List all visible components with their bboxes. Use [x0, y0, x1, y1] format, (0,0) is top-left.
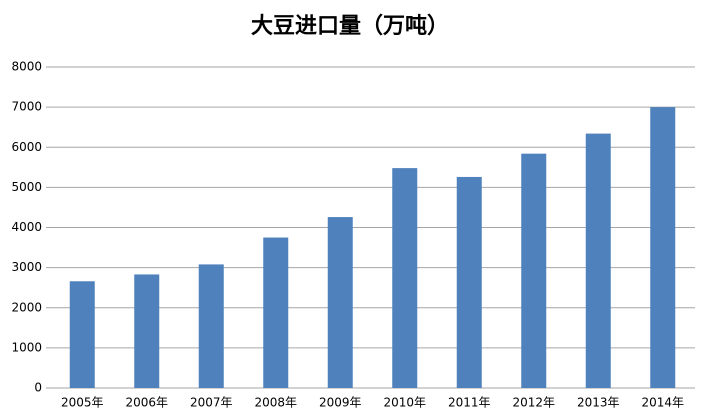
- bar: [134, 274, 160, 388]
- x-tick-label: 2009年: [319, 396, 362, 410]
- bar: [327, 217, 353, 388]
- x-tick-label: 2013年: [577, 396, 620, 410]
- x-tick-label: 2014年: [641, 396, 684, 410]
- y-tick-label: 7000: [11, 100, 42, 114]
- x-tick-label: 2005年: [61, 396, 104, 410]
- y-tick-label: 6000: [11, 140, 42, 154]
- bar: [198, 264, 224, 388]
- bar: [392, 168, 418, 388]
- y-tick-label: 1000: [11, 340, 42, 354]
- x-tick-label: 2012年: [512, 396, 555, 410]
- x-tick-label: 2008年: [254, 396, 297, 410]
- bar: [521, 153, 547, 388]
- x-tick-label: 2007年: [190, 396, 233, 410]
- y-tick-label: 5000: [11, 180, 42, 194]
- y-tick-label: 4000: [11, 220, 42, 234]
- x-tick-label: 2010年: [383, 396, 426, 410]
- y-tick-label: 2000: [11, 300, 42, 314]
- chart-title: 大豆进口量（万吨）: [251, 13, 449, 39]
- x-tick-label: 2011年: [448, 396, 491, 410]
- bar: [263, 237, 289, 388]
- bar: [456, 176, 482, 388]
- bar: [69, 281, 95, 388]
- x-tick-label: 2006年: [125, 396, 168, 410]
- bar: [650, 107, 676, 388]
- y-tick-label: 0: [34, 381, 42, 395]
- y-tick-label: 3000: [11, 260, 42, 274]
- bar: [585, 133, 611, 388]
- y-tick-label: 8000: [11, 60, 42, 74]
